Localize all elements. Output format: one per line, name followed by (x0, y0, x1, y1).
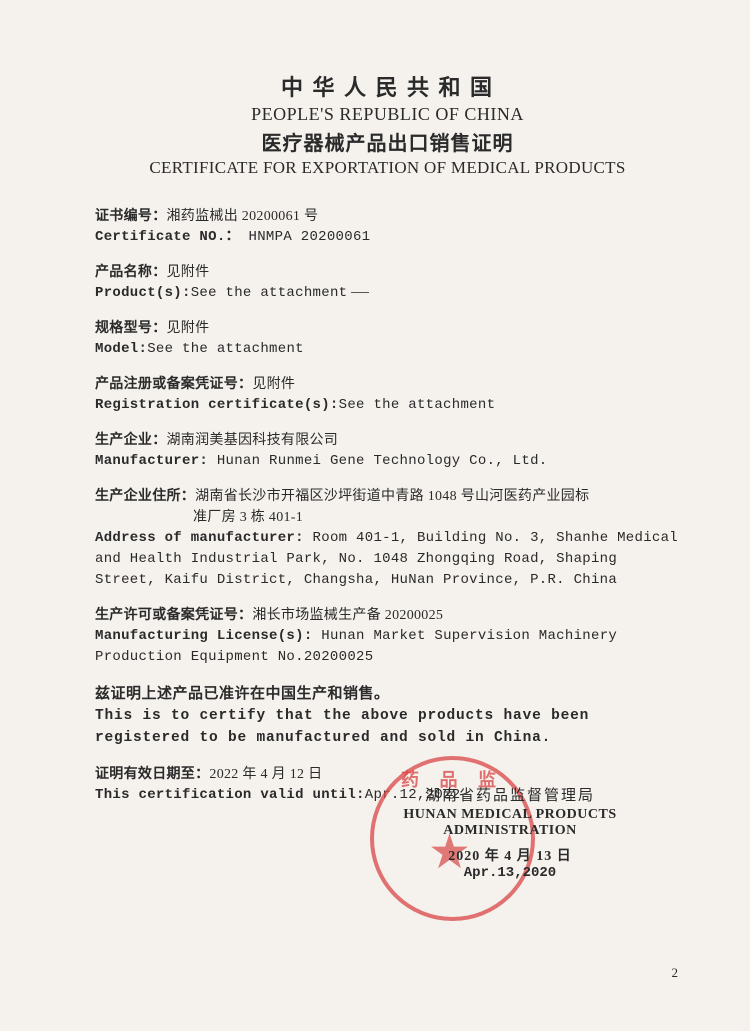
certification-statement: 兹证明上述产品已准许在中国生产和销售。 This is to certify t… (95, 682, 680, 750)
lic-label-cn: 生产许可或备案凭证号： (95, 608, 252, 623)
issue-date-cn: 2020 年 4 月 13 日 (360, 845, 660, 865)
doc-title-cn: 医疗器械产品出口销售证明 (95, 127, 680, 156)
addr-value-cn-2: 准厂房 3 栋 401-1 (95, 507, 680, 528)
model-label-cn: 规格型号： (95, 321, 167, 336)
certificate-header: 中 华 人 民 共 和 国 PEOPLE'S REPUBLIC OF CHINA… (95, 70, 680, 178)
cert-no-label-cn: 证书编号： (95, 209, 167, 224)
cert-no-value-en: HNMPA 20200061 (249, 229, 371, 245)
product-value-cn: 见附件 (167, 265, 210, 280)
cert-no-value-cn: 湘药监械出 20200061 号 (167, 209, 319, 224)
field-model: 规格型号：见附件 Model:See the attachment (95, 318, 680, 360)
field-manufacturer: 生产企业：湖南润美基因科技有限公司 Manufacturer: Hunan Ru… (95, 430, 680, 472)
product-value-en: See the attachment (191, 285, 348, 301)
country-title-en: PEOPLE'S REPUBLIC OF CHINA (95, 104, 680, 125)
lic-label-en: Manufacturing License(s): (95, 628, 313, 644)
reg-label-en: Registration certificate(s): (95, 397, 339, 413)
cert-no-label-en: Certificate NO.： (95, 229, 240, 245)
field-license: 生产许可或备案凭证号：湘长市场监械生产备 20200025 Manufactur… (95, 605, 680, 668)
field-certificate-no: 证书编号：湘药监械出 20200061 号 Certificate NO.： H… (95, 206, 680, 248)
field-registration: 产品注册或备案凭证号：见附件 Registration certificate(… (95, 374, 680, 416)
valid-label-cn: 证明有效日期至： (95, 767, 209, 782)
mfr-label-en: Manufacturer: (95, 453, 208, 469)
doc-title-en: CERTIFICATE FOR EXPORTATION OF MEDICAL P… (95, 158, 680, 178)
mfr-label-cn: 生产企业： (95, 433, 167, 448)
page-number: 2 (672, 965, 679, 981)
dash-mark (351, 292, 369, 293)
field-product: 产品名称：见附件 Product(s):See the attachment (95, 262, 680, 304)
mfr-value-cn: 湖南润美基因科技有限公司 (167, 433, 339, 448)
issuer-name-cn: 湖南省药品监督管理局 (360, 784, 660, 805)
issue-date-en: Apr.13,2020 (360, 865, 660, 881)
lic-value-cn: 湘长市场监械生产备 20200025 (252, 608, 443, 623)
reg-value-en: See the attachment (339, 397, 496, 413)
model-value-cn: 见附件 (167, 321, 210, 336)
statement-cn: 兹证明上述产品已准许在中国生产和销售。 (95, 682, 680, 703)
valid-label-en: This certification valid until: (95, 787, 365, 803)
valid-value-cn: 2022 年 4 月 12 日 (209, 767, 322, 782)
reg-value-cn: 见附件 (252, 377, 295, 392)
addr-label-cn: 生产企业住所： (95, 489, 195, 504)
product-label-en: Product(s): (95, 285, 191, 301)
stamp-issuer-area: 药 品 监 ★ 湖南省药品监督管理局 HUNAN MEDICAL PRODUCT… (360, 784, 660, 881)
issuer-name-en: HUNAN MEDICAL PRODUCTS ADMINISTRATION (360, 807, 660, 839)
reg-label-cn: 产品注册或备案凭证号： (95, 377, 252, 392)
statement-en: This is to certify that the above produc… (95, 706, 680, 750)
model-value-en: See the attachment (147, 341, 304, 357)
country-title-cn: 中 华 人 民 共 和 国 (95, 70, 680, 102)
model-label-en: Model: (95, 341, 147, 357)
mfr-value-en: Hunan Runmei Gene Technology Co., Ltd. (217, 453, 548, 469)
product-label-cn: 产品名称： (95, 265, 167, 280)
addr-label-en: Address of manufacturer: (95, 530, 304, 546)
addr-value-cn-1: 湖南省长沙市开福区沙坪街道中青路 1048 号山河医药产业园标 (195, 489, 589, 504)
field-address: 生产企业住所：湖南省长沙市开福区沙坪街道中青路 1048 号山河医药产业园标 准… (95, 486, 680, 591)
